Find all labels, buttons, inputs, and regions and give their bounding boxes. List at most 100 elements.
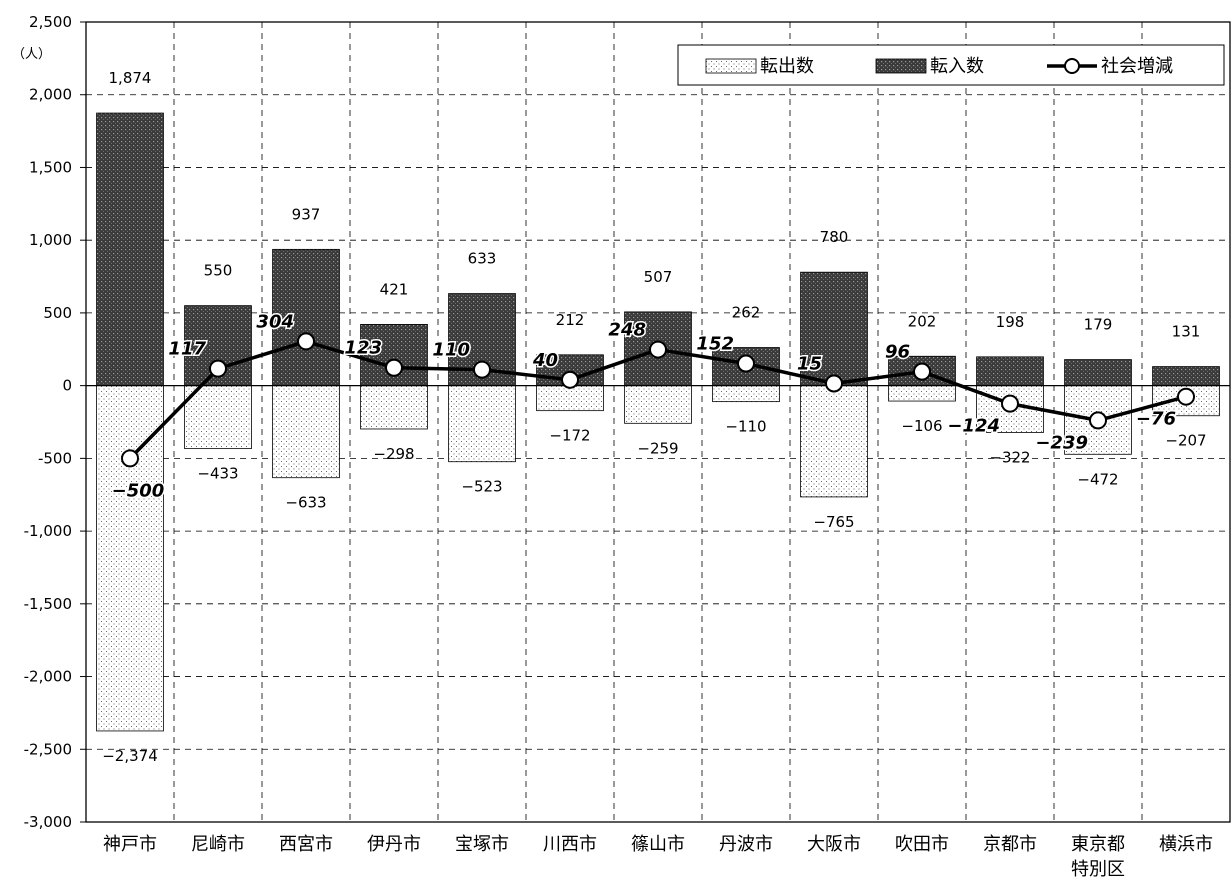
net-change-marker — [121, 449, 139, 468]
y-tick-label: 2,000 — [29, 86, 72, 104]
y-tick-label: -2,500 — [24, 740, 72, 758]
outflow-value-label: −2,374 — [102, 747, 158, 765]
net-change-value-label: −124 — [947, 416, 1000, 437]
outflow-value-label: −472 — [1077, 470, 1118, 488]
outflow-value-label: −633 — [285, 494, 326, 512]
outflow-value-label: −259 — [637, 439, 678, 457]
x-category-label: 横浜市 — [1159, 834, 1213, 855]
outflow-value-label: −523 — [461, 478, 502, 496]
y-tick-label: 2,500 — [29, 13, 72, 31]
net-change-value-label: 110 — [432, 340, 470, 361]
outflow-value-label: −322 — [989, 448, 1030, 466]
inflow-bar — [96, 112, 164, 387]
y-tick-label: 1,500 — [29, 158, 72, 176]
x-category-label: 特別区 — [1071, 859, 1125, 880]
x-category-label: 東京都 — [1071, 834, 1125, 855]
net-change-marker — [737, 354, 755, 373]
outflow-bar — [800, 385, 868, 498]
outflow-bar — [888, 385, 956, 402]
net-change-value-label: 152 — [696, 334, 734, 355]
outflow-bars — [96, 385, 1220, 732]
x-category-label: 篠山市 — [631, 834, 685, 855]
x-category-label: 神戸市 — [103, 834, 157, 855]
x-category-label: 川西市 — [543, 834, 597, 855]
inflow-value-label: 212 — [556, 311, 585, 329]
outflow-value-label: −172 — [549, 427, 590, 445]
x-category-label: 伊丹市 — [367, 834, 421, 855]
net-change-value-label: 304 — [256, 311, 294, 332]
net-change-marker — [1001, 394, 1019, 413]
y-tick-label: -1,000 — [24, 522, 72, 540]
x-category-label: 吹田市 — [895, 834, 949, 855]
net-change-value-label: −500 — [112, 480, 165, 501]
outflow-bar — [536, 385, 604, 412]
inflow-value-label: 421 — [380, 280, 409, 298]
net-change-value-label: 15 — [797, 353, 822, 374]
net-change-value-label: −239 — [1035, 432, 1088, 453]
outflow-bar — [96, 385, 164, 732]
legend-label-inflow: 転入数 — [930, 56, 984, 77]
inflow-bar — [272, 248, 340, 387]
net-change-value-label: 96 — [885, 342, 910, 363]
outflow-bar — [272, 385, 340, 479]
x-category-label: 尼崎市 — [191, 834, 245, 855]
net-change-marker — [297, 332, 315, 351]
outflow-value-label: −765 — [813, 513, 854, 531]
outflow-bar — [712, 385, 780, 403]
y-unit-label: （人） — [12, 47, 51, 62]
inflow-value-label: 198 — [996, 313, 1025, 331]
x-category-label: 西宮市 — [279, 834, 333, 855]
inflow-bar — [1152, 366, 1220, 387]
net-change-marker — [209, 359, 227, 378]
x-category-label: 大阪市 — [807, 834, 861, 855]
net-change-value-label: −76 — [1136, 409, 1176, 430]
outflow-bar — [448, 385, 516, 463]
net-change-marker — [1089, 411, 1107, 430]
inflow-value-label: 262 — [732, 304, 761, 322]
plot-frame — [85, 21, 1231, 823]
x-category-label: 京都市 — [983, 834, 1037, 855]
net-change-value-label: 248 — [608, 320, 646, 341]
legend-label-outflow: 転出数 — [760, 56, 814, 77]
x-category-label: 丹波市 — [719, 834, 773, 855]
inflow-value-label: 937 — [292, 205, 321, 223]
inflow-value-label: 507 — [644, 268, 673, 286]
net-change-marker — [649, 340, 667, 359]
outflow-bar — [360, 385, 428, 430]
inflow-bar — [1064, 359, 1132, 387]
legend-swatch-net-marker — [1064, 58, 1080, 74]
legend-swatch-outflow — [705, 58, 757, 74]
net-change-marker — [913, 362, 931, 381]
inflow-bar — [976, 356, 1044, 387]
net-change-marker — [385, 358, 403, 377]
inflow-value-label: 633 — [468, 250, 497, 268]
y-tick-label: -2,000 — [24, 668, 72, 686]
legend: 転出数 転入数 社会増減 — [677, 44, 1225, 86]
legend-label-net: 社会増減 — [1101, 56, 1173, 77]
inflow-value-label: 780 — [820, 228, 849, 246]
legend-box — [677, 44, 1225, 86]
net-change-value-label: 40 — [532, 350, 558, 371]
net-change-value-label: 123 — [344, 338, 382, 359]
inflow-bar — [800, 271, 868, 387]
outflow-value-label: −433 — [197, 465, 238, 483]
outflow-value-label: −207 — [1165, 432, 1206, 450]
inflow-value-label: 550 — [204, 262, 233, 280]
net-change-marker — [1177, 387, 1195, 406]
y-tick-label: 500 — [43, 304, 72, 322]
outflow-value-label: −298 — [373, 445, 414, 463]
net-change-line — [121, 332, 1195, 468]
outflow-value-label: −110 — [725, 418, 766, 436]
net-change-marker — [825, 374, 843, 393]
outflow-bar — [624, 385, 692, 424]
bar-value-labels: 1,874 550 937 421 633 212 507 262 780 202 198 179 13… — [102, 69, 1206, 765]
net-change-marker — [561, 370, 579, 389]
y-axis-ticks: -3,000 -2,500 -2,000 -1,500 -1,000 -500 0 500 1,… — [24, 13, 86, 831]
inflow-bars — [96, 112, 1220, 387]
outflow-bar — [184, 385, 252, 450]
inflow-value-label: 202 — [908, 312, 937, 330]
outflow-value-label: −106 — [901, 417, 942, 435]
gridlines — [86, 22, 1230, 822]
net-change-marker — [473, 360, 491, 379]
